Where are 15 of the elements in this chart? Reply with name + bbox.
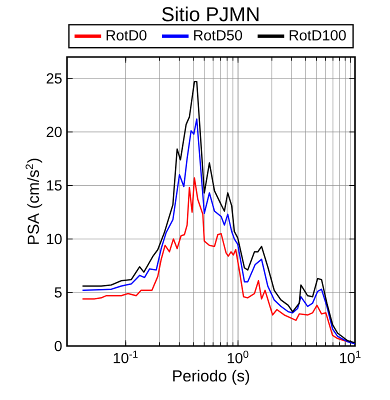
legend-label: RotD50: [194, 30, 242, 40]
y-axis-title: PSA (cm/s$^{2}$): [26, 158, 42, 244]
y-tick-label: 15: [47, 180, 62, 191]
chart-title: Sitio PJMN: [162, 6, 258, 22]
y-tick-label: 20: [46, 126, 62, 138]
x-tick-label: 10$^{-1}$: [114, 350, 138, 364]
x-tick-label: 10$^{1}$: [340, 350, 361, 364]
y-tick-label: 5: [54, 287, 62, 298]
y-tick-label: 25: [46, 73, 62, 84]
x-axis-title: Periodo (s): [173, 370, 250, 385]
x-tick-label: 10$^{0}$: [228, 350, 248, 364]
legend-label: RotD0: [106, 30, 146, 40]
y-tick-label: 10: [47, 234, 62, 244]
y-tick-label: 0: [54, 340, 62, 352]
legend-label: RotD100: [290, 30, 346, 40]
